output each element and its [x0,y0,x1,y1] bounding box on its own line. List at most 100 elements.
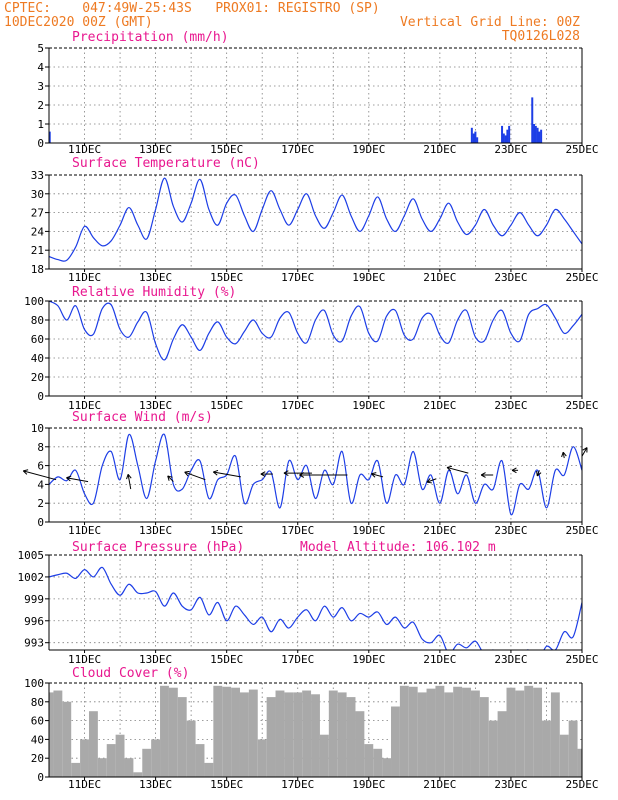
x-tick-label: 25DEC [565,271,598,284]
y-tick-label: 40 [31,733,44,746]
wind-arrow [480,472,494,478]
y-tick-label: 40 [31,352,44,365]
cloud-bar [337,692,347,777]
x-tick-label: 15DEC [210,653,243,666]
wind-arrow [426,478,437,484]
cloud-bar [470,690,480,777]
header-grid-note: Vertical Grid Line: 00Z [400,15,580,30]
wind-arrow [446,465,469,474]
precip-bar [536,127,539,143]
x-tick-label: 21DEC [423,778,456,791]
x-tick-label: 17DEC [281,653,314,666]
cloud-bar [186,720,196,777]
y-tick-label: 20 [31,752,44,765]
temperature-title: Surface Temperature (nC) [72,156,260,171]
x-tick-label: 25DEC [565,524,598,537]
cloud-bar [195,744,205,777]
cloud-bar [533,687,543,777]
y-tick-label: 4 [37,478,44,491]
wind-arrow [581,447,588,457]
wind-arrow [561,451,567,459]
x-tick-label: 13DEC [139,399,172,412]
cloud-bar [497,711,507,777]
cloud-bar [231,687,240,777]
x-tick-label: 17DEC [281,778,314,791]
cloud-bar [71,762,81,777]
cloud-bar [417,692,427,777]
cloud-bar [408,686,418,777]
cloud-bar [506,687,516,777]
wind-arrow [167,475,174,482]
cloud-bar [355,711,365,777]
precip-bar [501,125,504,143]
y-tick-label: 100 [24,677,44,690]
cloud-bar [133,772,143,777]
cloud-bar [293,692,303,777]
precip-bar [508,125,511,143]
wind-arrow [260,471,273,477]
precip-bar [470,127,473,143]
x-tick-label: 19DEC [352,143,385,156]
x-tick-label: 13DEC [139,778,172,791]
precip-bar [504,135,507,143]
cloud-bar [373,748,383,777]
cloud-bar [435,685,445,777]
wind-arrow [126,474,132,490]
cloud-bar [399,685,409,777]
y-tick-label: 8 [37,441,44,454]
precip-bar [474,131,477,143]
x-tick-label: 11DEC [68,399,101,412]
x-tick-label: 13DEC [139,653,172,666]
cloud-bar [302,690,312,777]
header-date: 10DEC2020 00Z (GMT) [4,15,153,30]
y-tick-label: 5 [37,42,44,55]
x-tick-label: 15DEC [210,399,243,412]
y-tick-label: 996 [24,615,44,628]
precip-bar [533,124,536,143]
cloud-bar [524,685,534,777]
header-station: CPTEC: 047:49W-25:43S PROX01: REGISTRO (… [4,1,380,16]
x-tick-label: 21DEC [423,524,456,537]
y-tick-label: 3 [37,80,44,93]
cloud-bar [53,690,63,777]
pressure-series-line [49,566,582,650]
y-tick-label: 18 [31,263,44,276]
wind-arrow [371,472,384,478]
cloud-bar [88,711,98,777]
x-tick-label: 19DEC [352,524,385,537]
cloud-bar [426,688,436,777]
x-tick-label: 17DEC [281,399,314,412]
x-tick-label: 25DEC [565,778,598,791]
y-tick-label: 0 [37,390,44,403]
x-tick-label: 23DEC [494,271,527,284]
cloud-bar [239,692,249,777]
precip-bar [531,97,534,143]
x-tick-label: 19DEC [352,271,385,284]
x-tick-label: 25DEC [565,399,598,412]
y-tick-label: 2 [37,99,44,112]
cloud-cover-panel: Cloud Cover (%) 0 20 40 60 80 100 11DEC 13DEC 15D… [24,666,598,791]
y-tick-label: 100 [24,295,44,308]
precip-bar [472,133,475,143]
cloud-bar [115,734,125,777]
x-tick-label: 21DEC [423,653,456,666]
cloud-bar [284,692,294,777]
cloud-bar [142,748,152,777]
x-tick-label: 17DEC [281,143,314,156]
cloud-bar [80,739,89,777]
cloud-bar [479,697,489,777]
model-altitude-label: Model Altitude: 106.102 m [300,540,496,555]
y-tick-label: 0 [37,771,44,784]
cloud-bar [319,734,329,777]
precip-bar [506,129,509,143]
y-tick-label: 1002 [18,571,45,584]
wind-arrow [22,469,57,481]
y-tick-label: 0 [37,516,44,529]
cloud-bar [248,689,258,777]
cloud-bar [222,686,232,777]
x-tick-label: 13DEC [139,271,172,284]
x-tick-label: 19DEC [352,778,385,791]
x-tick-label: 13DEC [139,143,172,156]
cloud-bar [568,720,578,777]
